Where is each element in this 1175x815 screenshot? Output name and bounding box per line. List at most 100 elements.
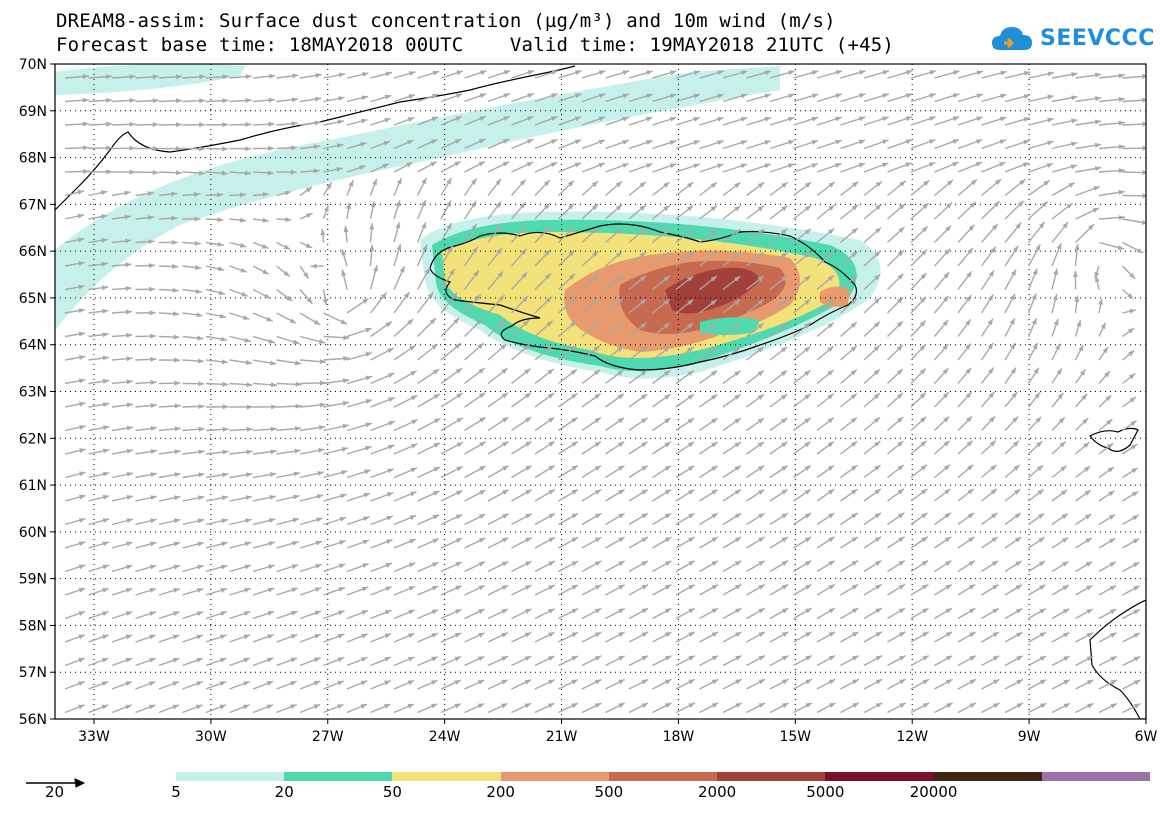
wind-arrow — [1051, 72, 1078, 79]
wind-arrow — [558, 560, 579, 573]
wind-arrow — [182, 426, 205, 432]
map-gridlines — [55, 64, 1146, 719]
wind-arrow — [863, 536, 882, 549]
wind-arrow — [252, 359, 277, 366]
wind-arrow — [64, 97, 89, 103]
wind-arrow — [463, 246, 479, 267]
wind-arrow — [793, 654, 813, 667]
wind-arrow — [323, 516, 347, 526]
wind-arrow — [746, 488, 765, 502]
wind-arrow — [229, 634, 251, 643]
wind-arrow — [229, 657, 251, 667]
wind-arrow — [487, 138, 510, 150]
wind-arrow — [981, 116, 1007, 126]
wind-arrow — [863, 93, 890, 103]
wind-arrow — [816, 322, 835, 338]
colorbar-label: 5000 — [806, 783, 845, 801]
wind-arrow — [393, 585, 416, 596]
wind-arrow — [111, 541, 133, 549]
wind-arrow — [722, 465, 742, 479]
wind-arrow — [887, 392, 904, 408]
wind-arrow — [299, 212, 313, 220]
wind-arrow — [158, 403, 181, 409]
wind-arrow — [511, 392, 532, 408]
wind-arrow — [158, 495, 181, 502]
wind-arrow — [299, 241, 313, 249]
wind-arrow — [934, 440, 951, 455]
wind-arrow — [628, 393, 648, 408]
wind-arrow — [840, 93, 866, 103]
wind-arrow — [722, 583, 742, 596]
wind-arrow — [1004, 293, 1016, 314]
wind-arrow — [511, 464, 533, 479]
wind-arrow — [1051, 268, 1059, 290]
wind-arrow — [417, 368, 440, 385]
wind-arrow — [111, 190, 131, 197]
wind-arrow — [699, 228, 718, 244]
wind-arrow — [1094, 275, 1100, 290]
wind-arrow — [981, 631, 1000, 643]
wind-arrow — [417, 161, 438, 173]
wind-arrow — [863, 70, 890, 79]
wind-arrow — [840, 321, 858, 338]
wind-arrow — [534, 179, 551, 196]
wind-arrow — [840, 181, 859, 197]
wind-arrow — [1051, 182, 1075, 197]
wind-arrow — [88, 587, 110, 596]
wind-arrow — [934, 179, 954, 197]
wind-arrow — [887, 560, 906, 573]
wind-arrow — [1028, 140, 1054, 150]
wind-arrow — [1028, 179, 1051, 197]
wind-arrow — [487, 440, 509, 455]
wind-arrow — [769, 702, 789, 714]
wind-arrow — [487, 679, 509, 690]
wind-arrow — [276, 610, 298, 620]
wind-arrow — [323, 703, 344, 714]
wind-arrow — [793, 298, 811, 314]
wind-arrow — [581, 345, 601, 361]
wind-arrow — [1098, 632, 1117, 643]
axis-ticks — [50, 63, 1147, 724]
wind-arrow — [158, 215, 178, 221]
wind-arrow — [1027, 318, 1038, 337]
wind-arrow — [957, 583, 976, 596]
wind-arrow — [793, 369, 811, 385]
wind-arrow — [487, 537, 509, 549]
wind-arrow — [182, 381, 205, 387]
wind-arrow — [816, 393, 835, 408]
wind-arrow — [416, 222, 427, 243]
wind-arrow — [1004, 536, 1022, 549]
wind-arrow — [416, 177, 428, 196]
wind-arrow — [581, 274, 600, 291]
wind-arrow — [1028, 162, 1054, 173]
wind-arrow — [1028, 200, 1049, 220]
wind-arrow — [229, 704, 250, 714]
wind-arrow — [887, 249, 905, 267]
wind-arrow — [440, 177, 453, 196]
wind-arrow — [699, 205, 718, 220]
wind-arrow — [981, 488, 998, 502]
wind-arrow — [511, 92, 535, 103]
wind-arrow — [158, 472, 181, 479]
wind-arrow — [840, 139, 866, 150]
wind-arrow — [957, 201, 977, 220]
wind-arrow — [957, 391, 973, 408]
wind-arrow — [64, 448, 86, 455]
wind-arrow — [957, 224, 975, 243]
wind-arrow — [440, 245, 454, 267]
wind-arrow — [558, 297, 576, 314]
wind-arrow — [229, 404, 253, 410]
wind-arrow — [1051, 242, 1062, 267]
wind-arrow — [370, 420, 396, 432]
arrow-icon — [26, 778, 86, 788]
wind-arrow — [746, 275, 765, 291]
wind-arrow — [1098, 346, 1109, 361]
wind-arrow — [675, 631, 696, 643]
wind-arrow — [558, 70, 582, 79]
wind-arrow — [628, 251, 647, 267]
wind-arrow — [1098, 168, 1125, 174]
lon-label: 21W — [546, 729, 578, 745]
wind-arrow — [769, 228, 788, 244]
wind-arrow — [769, 417, 788, 432]
wind-arrow — [746, 702, 766, 714]
